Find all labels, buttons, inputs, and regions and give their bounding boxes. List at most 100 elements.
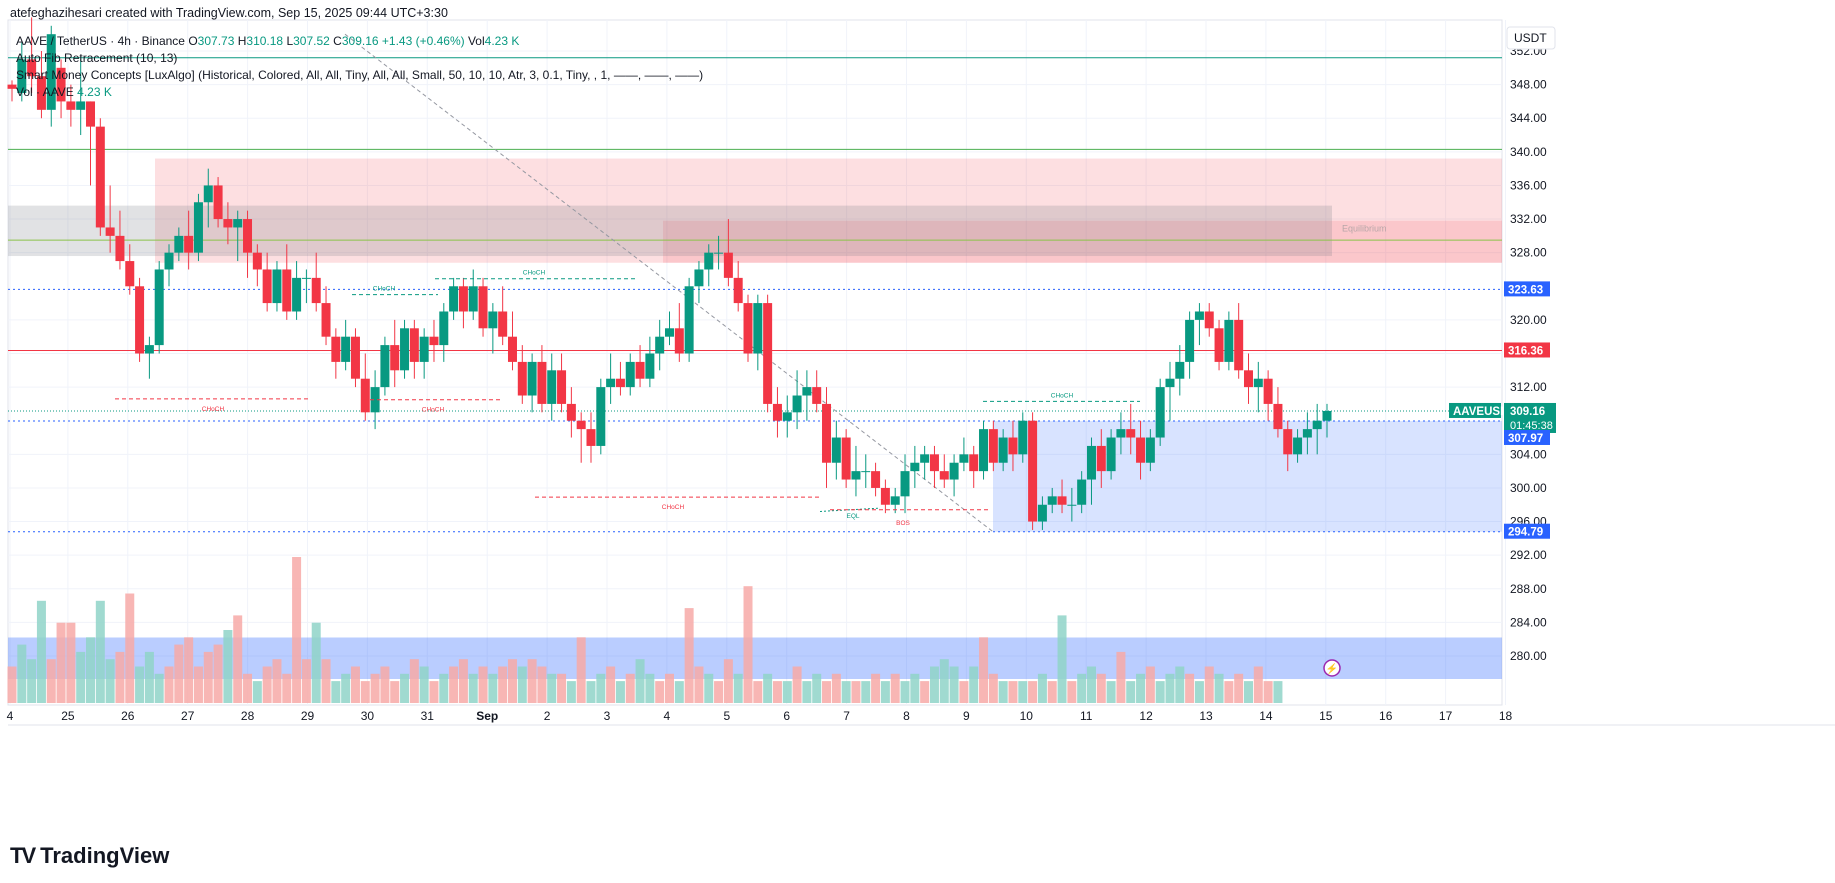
volume-bar — [272, 659, 282, 703]
volume-bar — [1116, 651, 1126, 703]
candle-body — [606, 378, 616, 388]
volume-bar — [920, 681, 930, 703]
candle-body — [557, 370, 567, 404]
volume-bar — [478, 666, 488, 703]
volume-bar — [949, 666, 959, 703]
volume-bar — [380, 666, 390, 703]
candle-body — [370, 387, 380, 413]
volume-bar — [115, 651, 125, 703]
volume-bar — [1175, 666, 1185, 703]
candle-body — [851, 471, 861, 480]
candle-body — [1047, 496, 1057, 505]
time-tick: 17 — [1439, 709, 1453, 723]
candle-body — [949, 462, 959, 480]
price-tick: 300.00 — [1510, 481, 1547, 495]
candlesticks — [7, 17, 1332, 530]
volume-bar — [684, 608, 694, 703]
volume-bar — [1273, 681, 1283, 703]
price-label-294: 294.79 — [1508, 527, 1543, 539]
tradingview-logo[interactable]: TV TradingView — [10, 843, 169, 869]
volume-bar — [1008, 681, 1018, 703]
candle-body — [7, 84, 17, 89]
candle-body — [753, 303, 763, 354]
volume-bar — [998, 681, 1008, 703]
candle-body — [439, 311, 449, 346]
candle-body — [527, 361, 537, 396]
volume-bar — [292, 557, 302, 703]
demand-zone — [993, 420, 1502, 532]
volume-bar — [979, 637, 989, 703]
choch-label: CHoCH — [523, 270, 546, 277]
volume-bar — [1086, 666, 1096, 703]
price-tick: 328.00 — [1510, 246, 1547, 260]
candle-body — [1243, 370, 1253, 388]
candle-body — [144, 345, 154, 354]
candle-body — [998, 437, 1008, 463]
price-tick: 280.00 — [1510, 649, 1547, 663]
volume-bar — [792, 666, 802, 703]
volume-bar — [419, 666, 429, 703]
candle-body — [1086, 445, 1096, 480]
time-tick: 4 — [664, 709, 671, 723]
volume-bar — [1185, 673, 1195, 703]
volume-bar — [596, 673, 606, 703]
candle-body — [596, 387, 606, 446]
volume-bar — [1077, 673, 1087, 703]
indicator-fib-row[interactable]: Auto Fib Retracement (10, 13) — [16, 51, 178, 65]
volume-bar — [880, 681, 890, 703]
candle-body — [910, 462, 920, 472]
candle-body — [272, 269, 282, 304]
indicator-smc-row[interactable]: Smart Money Concepts [LuxAlgo] (Historic… — [16, 68, 704, 82]
volume-bar — [174, 644, 184, 703]
symbol-label[interactable]: AAVE / TetherUS · 4h · Binance — [16, 34, 185, 48]
candle-body — [321, 303, 331, 337]
volume-bar — [370, 673, 380, 703]
candle-body — [56, 67, 66, 102]
time-tick: 25 — [61, 709, 75, 723]
chart-grid — [7, 19, 1835, 726]
candle-body — [939, 471, 949, 480]
candle-body — [900, 471, 910, 497]
candle-body — [890, 496, 900, 505]
candle-body — [360, 378, 370, 413]
change-value: +1.43 (+0.46%) — [381, 34, 465, 48]
candle-body — [498, 311, 508, 337]
candle-body — [115, 235, 125, 262]
volume-bar — [56, 622, 66, 703]
price-label-307: 307.97 — [1508, 433, 1543, 445]
candle-body — [1067, 504, 1077, 506]
volume-bar — [458, 659, 468, 703]
candle-body — [154, 269, 164, 346]
candle-body — [400, 328, 410, 371]
price-chart[interactable]: Equilibrium CHoCHCHoCHCHoCHCHoCHCHoCHCHo… — [0, 0, 1835, 840]
volume-bar — [547, 673, 557, 703]
time-tick: 4 — [7, 709, 14, 723]
volume-bar — [507, 659, 517, 703]
candle-body — [1214, 328, 1224, 362]
volume-bar — [1126, 681, 1136, 703]
volume-bar — [694, 666, 704, 703]
time-tick: 14 — [1259, 709, 1273, 723]
candle-body — [301, 277, 311, 279]
candle-body — [1155, 387, 1165, 438]
volume-bar — [1155, 681, 1165, 703]
candle-body — [871, 471, 881, 488]
candle-body — [1096, 445, 1106, 472]
time-axis: 4 25 26 27 28 29 30 31 Sep 2 3 4 5 6 7 8 9 10 11 12 13 14 15 16… — [7, 709, 1513, 723]
volume-bar — [841, 681, 851, 703]
volume-bar — [655, 681, 665, 703]
time-tick: 16 — [1379, 709, 1393, 723]
candle-body — [674, 328, 684, 354]
chart-credit: atefeghazihesari created with TradingVie… — [10, 6, 448, 20]
candle-body — [184, 235, 194, 253]
candle-body — [350, 336, 360, 379]
candle-body — [1165, 378, 1175, 388]
indicator-volume-row[interactable]: Vol · AAVE 4.23 K — [16, 84, 703, 101]
eql-label: EQL — [846, 513, 859, 520]
candle-body — [694, 269, 704, 287]
candle-body — [959, 454, 969, 463]
candle-body — [1224, 319, 1234, 362]
volume-profile-band — [8, 637, 1502, 679]
volume-bar — [301, 659, 311, 703]
price-tick: 312.00 — [1510, 380, 1547, 394]
